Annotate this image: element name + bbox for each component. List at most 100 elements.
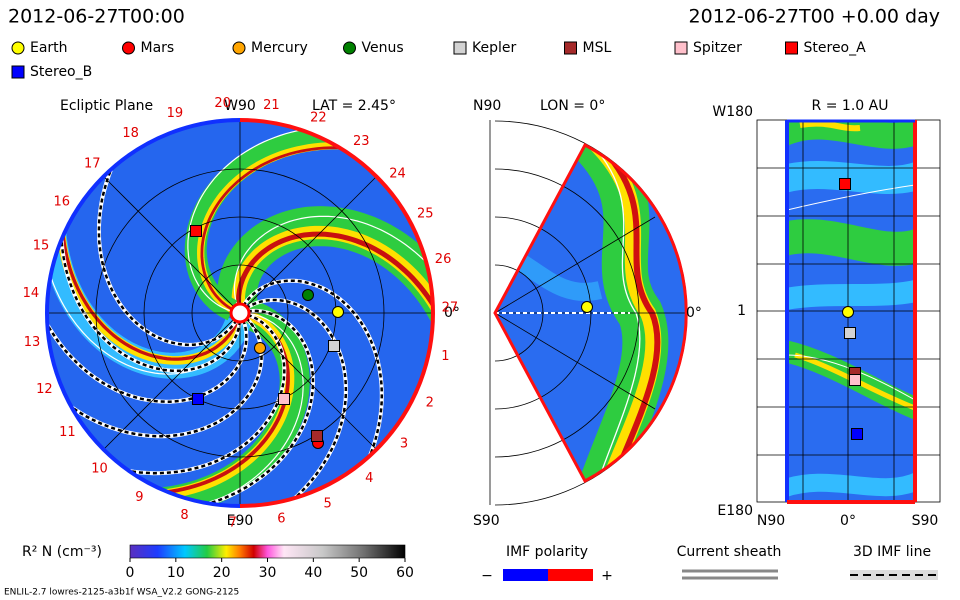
marker [11,41,25,55]
carrington-label: 5 [324,496,332,511]
body-marker [254,342,266,354]
ecliptic-edge-negative [45,118,241,508]
colorbar-tick-label: 0 [126,565,135,581]
legend-label: Mars [141,40,175,56]
marker [343,41,356,55]
lat-label: LAT = 2.45° [312,98,396,114]
carrington-label: 22 [310,111,327,126]
carrington-label: 6 [277,511,285,526]
carrington-label: 25 [417,207,434,222]
marker [564,41,577,55]
elapsed: 2012-06-27T00 +0.00 day [689,6,940,28]
body-marker [192,393,204,405]
ecliptic-edge-positive [239,118,435,508]
colorbar-tick-label: 10 [167,565,185,581]
carrington-label: 14 [23,286,40,301]
legend-label: Stereo_A [804,40,867,56]
meridional-panel: N90 LON = 0° 0° S90 [473,98,702,529]
panel-title: R = 1.0 AU [812,98,889,114]
sun [229,302,251,324]
colorbar-tick-label: 40 [304,565,322,581]
right-label: 0° [686,305,702,321]
footer: ENLIL-2.7 lowres-2125-a3b1f WSA_V2.2 GON… [4,588,239,598]
sheath-title: Current sheath [677,544,782,560]
colorbar-tick-label: 30 [259,565,277,581]
timestamp: 2012-06-27T00:00 [8,6,185,28]
body-marker [849,374,861,386]
carrington-label: 24 [389,167,406,182]
bottom-label: S90 [473,513,500,529]
body-marker [844,327,856,339]
imf-line-title: 3D IMF line [853,544,931,560]
shell-panel: R = 1.0 AU W180 E180 1 N90 0° S90 [712,98,941,529]
marker [11,65,25,79]
field-line [97,120,238,347]
colorbar-tick-label: 50 [350,565,368,581]
panel-title: Ecliptic Plane [60,98,153,114]
marker [453,41,467,55]
top-label: N90 [473,98,501,114]
x-label: S90 [912,513,939,529]
carrington-label: 16 [54,194,71,209]
carrington-label: 2 [426,395,434,410]
lon-label: LON = 0° [540,98,605,114]
top-label: W90 [224,98,256,114]
carrington-label: 19 [167,106,184,121]
marker [122,41,135,55]
legend: Earth Mars Mercury Venus Kepler MSL Spitzer Ste… [11,40,867,80]
field-line [242,279,384,506]
carrington-label: 7 [229,515,237,530]
legend-label: MSL [583,40,612,56]
ecliptic-panel: Ecliptic Plane W90 LAT = 2.45° 0° E90 12… [23,96,460,530]
body-marker [851,428,863,440]
carrington-label: 18 [122,126,139,141]
right-label: 0° [444,305,460,321]
field-line [47,309,315,506]
carrington-label: 4 [365,471,373,486]
legend-label: Earth [30,40,68,56]
colorbar-tick-label: 20 [213,565,231,581]
colorbar-tick-label: 60 [396,565,414,581]
carrington-label: 20 [214,96,231,111]
field-line [134,298,348,506]
carrington-label: 15 [33,238,50,253]
body-marker [190,225,202,237]
legend-label: Mercury [251,40,308,56]
density-peak [236,231,433,453]
colorbar [129,544,406,559]
sheath [58,312,304,506]
imf-positive [548,569,593,581]
carrington-label: 13 [24,335,41,350]
carrington-label: 10 [91,462,108,477]
carrington-label: 27 [442,300,459,315]
imf-minus: − [481,568,493,584]
legend-label: Kepler [472,40,516,56]
top-label: W180 [712,104,753,120]
imf-plus: + [601,568,613,584]
left-label: 1 [737,303,746,319]
carrington-label: 21 [263,98,280,113]
carrington-label: 12 [36,382,53,397]
carrington-label: 26 [435,252,452,267]
carrington-label: 3 [400,437,408,452]
imf-negative [503,569,548,581]
legend-label: Venus [362,40,404,56]
legend-label: Stereo_B [30,64,92,80]
carrington-label: 8 [180,508,188,523]
bottom-label: E90 [227,513,254,529]
x-label: 0° [840,513,856,529]
marker [674,41,688,55]
carrington-label: 23 [353,134,370,149]
body-marker [328,340,340,352]
colorbar-label: R² N (cm⁻³) [22,544,102,560]
body-marker [278,393,290,405]
marker [785,41,798,55]
body-marker [332,306,344,318]
imf-title: IMF polarity [506,544,588,560]
body-marker [311,430,323,442]
field-line [47,262,263,438]
x-label: N90 [757,513,785,529]
carrington-label: 11 [59,425,76,440]
body-marker [842,306,854,318]
